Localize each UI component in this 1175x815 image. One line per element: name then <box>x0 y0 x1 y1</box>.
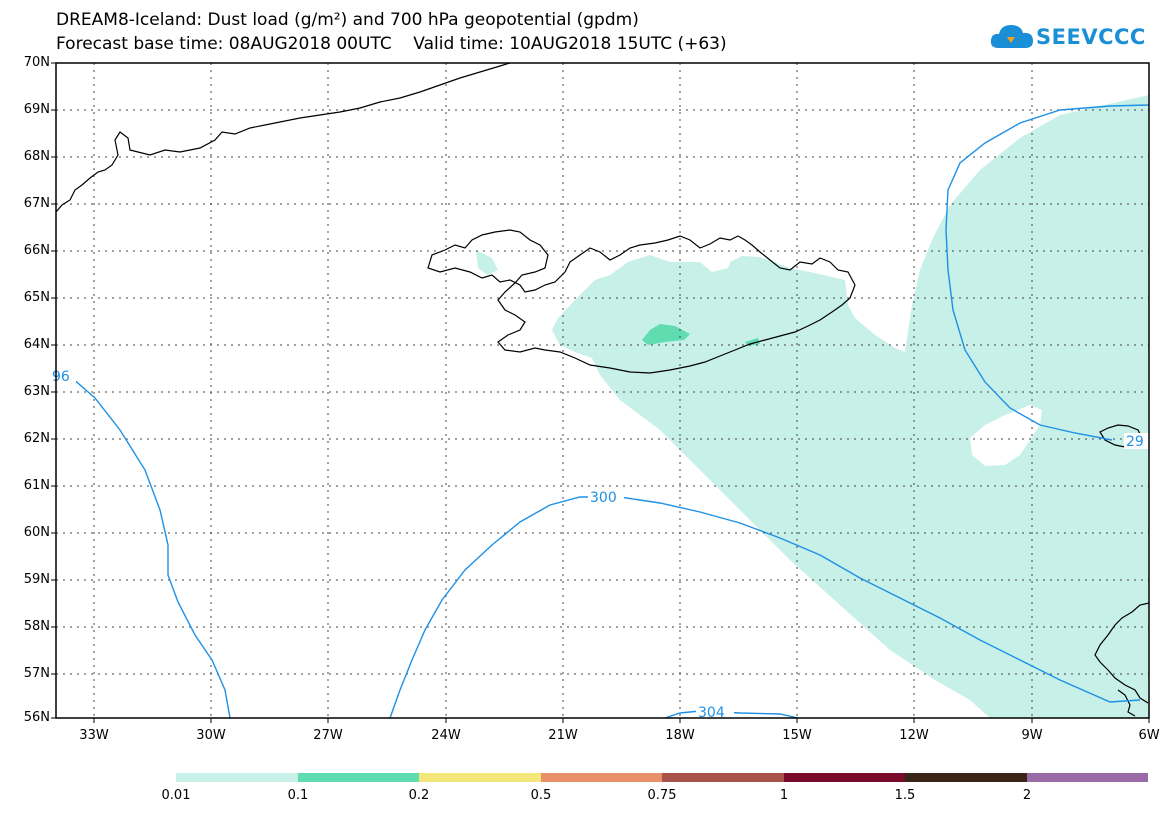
contour-label-300: 300 <box>590 490 617 506</box>
colorbar-label-0-2: 0.2 <box>408 788 430 803</box>
logo-text: SEEVCCC <box>1036 25 1146 49</box>
colorbar <box>176 773 1148 782</box>
colorbar-label-1-5: 1.5 <box>894 788 916 803</box>
seevccc-logo: SEEVCCC <box>990 18 1165 58</box>
colorbar-segment <box>783 773 905 782</box>
contour-label-292: 29 <box>1126 434 1144 450</box>
cloud-icon <box>990 25 1033 48</box>
lon-label-24w: 24W <box>431 728 461 743</box>
lat-label-58n: 58N <box>23 619 50 634</box>
lat-ticks <box>51 62 56 719</box>
colorbar-label-2: 2 <box>1022 788 1032 803</box>
colorbar-label-1: 1 <box>779 788 789 803</box>
lon-label-15w: 15W <box>782 728 812 743</box>
lon-label-12w: 12W <box>899 728 929 743</box>
contour-300 <box>389 496 1141 719</box>
lon-label-27w: 27W <box>313 728 343 743</box>
map-title: DREAM8-Iceland: Dust load (g/m²) and 700… <box>56 10 639 30</box>
lat-label-69n: 69N <box>23 102 50 117</box>
lat-label-65n: 65N <box>23 290 50 305</box>
lat-label-63n: 63N <box>23 384 50 399</box>
iceland-coast <box>427 229 856 374</box>
dust-gap-north <box>700 255 732 272</box>
lat-label-62n: 62N <box>23 431 50 446</box>
lat-label-68n: 68N <box>23 149 50 164</box>
graticule <box>56 63 1149 718</box>
lat-label-64n: 64N <box>23 337 50 352</box>
dust-area-low <box>476 95 1149 718</box>
lat-label-60n: 60N <box>23 525 50 540</box>
dust-gap <box>970 405 1042 466</box>
colorbar-segment <box>297 773 419 782</box>
lat-label-59n: 59N <box>23 572 50 587</box>
greenland-coast <box>55 62 511 213</box>
lon-label-6w: 6W <box>1138 728 1160 743</box>
map-subtitle: Forecast base time: 08AUG2018 00UTC Vali… <box>56 34 727 54</box>
lon-label-33w: 33W <box>79 728 109 743</box>
lon-label-21w: 21W <box>548 728 578 743</box>
contour-296 <box>71 377 231 719</box>
lon-label-9w: 9W <box>1021 728 1043 743</box>
colorbar-segment <box>1026 773 1148 782</box>
norway-coast <box>1094 602 1150 704</box>
lat-label-57n: 57N <box>23 666 50 681</box>
lat-label-70n: 70N <box>23 55 50 70</box>
colorbar-segment <box>540 773 662 782</box>
lon-ticks <box>93 718 1150 723</box>
lat-label-67n: 67N <box>23 196 50 211</box>
contour-label-304: 304 <box>698 705 725 721</box>
shetland-coast <box>1117 689 1136 717</box>
contour-labels: 96 300 304 29 <box>52 368 1149 721</box>
colorbar-label-0-1: 0.1 <box>287 788 309 803</box>
lat-label-66n: 66N <box>23 243 50 258</box>
lon-label-30w: 30W <box>196 728 226 743</box>
contour-label-296: 96 <box>52 369 70 385</box>
lat-label-56n: 56N <box>23 710 50 725</box>
colorbar-segment <box>176 773 298 782</box>
lon-label-18w: 18W <box>665 728 695 743</box>
lat-label-61n: 61N <box>23 478 50 493</box>
coastlines <box>55 62 1150 717</box>
colorbar-segment <box>419 773 541 782</box>
colorbar-segment <box>662 773 784 782</box>
colorbar-label-0-01: 0.01 <box>161 788 191 803</box>
colorbar-label-0-75: 0.75 <box>647 788 677 803</box>
colorbar-segment <box>905 773 1027 782</box>
colorbar-label-0-5: 0.5 <box>530 788 552 803</box>
contour-292 <box>945 104 1150 441</box>
map-frame <box>55 62 1150 719</box>
